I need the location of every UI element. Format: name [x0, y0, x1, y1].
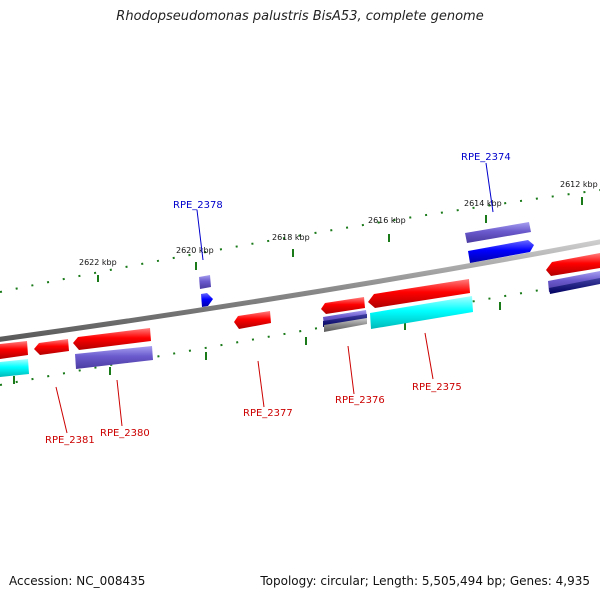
- callout-line-rpe2375: [424, 332, 434, 380]
- kbp-label: 2616 kbp: [368, 216, 406, 225]
- kbp-label: 2618 kbp: [272, 233, 310, 242]
- kbp-label: 2614 kbp: [464, 199, 502, 208]
- lower-scale: [0, 279, 600, 386]
- callout-line-rpe2376: [347, 345, 355, 395]
- gene-label-rpe2380[interactable]: RPE_2380: [100, 428, 150, 439]
- callout-lines: [55, 162, 494, 434]
- gene-rpe2373-cds[interactable]: [546, 253, 600, 276]
- callout-line-rpe2380: [116, 379, 123, 427]
- gene-label-rpe2375[interactable]: RPE_2375: [412, 382, 462, 393]
- kbp-label: 2622 kbp: [79, 258, 117, 267]
- gene-label-rpe2378[interactable]: RPE_2378: [173, 200, 223, 211]
- callout-line-rpe2381: [55, 386, 68, 434]
- summary-text: Topology: circular; Length: 5,505,494 bp…: [260, 574, 590, 588]
- gene-rpe2380-protein[interactable]: [75, 346, 153, 369]
- gene-rpe2375-cds[interactable]: [368, 279, 470, 308]
- gene-label-rpe2376[interactable]: RPE_2376: [335, 395, 385, 406]
- gene-label-rpe2381[interactable]: RPE_2381: [45, 435, 95, 446]
- kbp-label: 2620 kbp: [176, 246, 214, 255]
- callout-line-rpe2378: [196, 209, 204, 261]
- gene-rpe2373-rna[interactable]: [549, 278, 600, 294]
- kbp-label: 2612 kbp: [560, 180, 598, 189]
- map-title: Rhodopseudomonas palustris BisA53, compl…: [116, 9, 484, 24]
- gene-rpe2378-protein[interactable]: [199, 275, 211, 289]
- upper-scale: [0, 189, 600, 293]
- genome-backbone: [0, 239, 600, 342]
- gene-left-rna[interactable]: [0, 359, 29, 377]
- gene-rpe2378-cds[interactable]: [201, 293, 213, 307]
- gene-rpe2374-protein[interactable]: [465, 222, 531, 243]
- callout-line-rpe2374: [485, 162, 494, 213]
- accession-text: Accession: NC_008435: [9, 574, 146, 588]
- gene-rpe2377-cds[interactable]: [234, 311, 271, 329]
- gene-left-cds[interactable]: [0, 341, 28, 359]
- gene-label-rpe2374[interactable]: RPE_2374: [461, 152, 511, 163]
- gene-label-rpe2377[interactable]: RPE_2377: [243, 408, 293, 419]
- gene-rpe2381-cds[interactable]: [34, 339, 69, 355]
- callout-line-rpe2377: [257, 360, 265, 408]
- gene-rpe2374-cds[interactable]: [468, 240, 534, 263]
- gene-rpe2376-cds[interactable]: [321, 297, 365, 314]
- gene-rpe2376-misc[interactable]: [324, 318, 367, 332]
- gene-rpe2375-rna[interactable]: [370, 296, 473, 329]
- gene-rpe2380-cds[interactable]: [73, 328, 151, 350]
